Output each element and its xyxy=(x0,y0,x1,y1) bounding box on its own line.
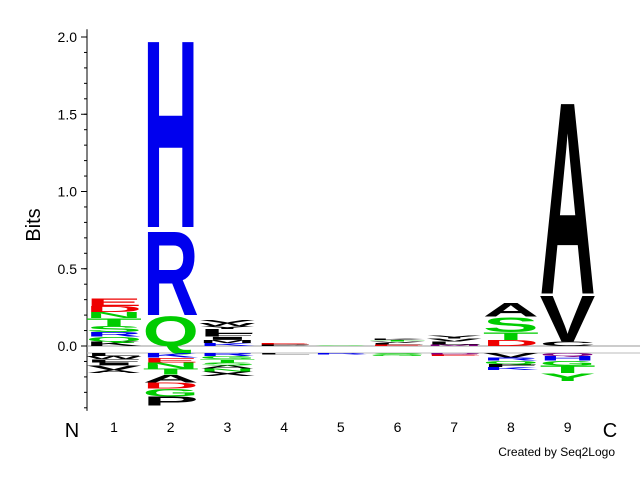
logo-letters: KQRSTNDELWFIVAQRHKENTADGPKMIFLYWVRGTSANX… xyxy=(86,0,596,408)
credit-text: Created by Seq2Logo xyxy=(498,445,615,459)
position-label: 7 xyxy=(450,419,458,435)
logo-letter: A xyxy=(86,369,142,374)
logo-letter: V xyxy=(540,282,596,355)
logo-letter: D xyxy=(143,381,199,391)
logo-letter: L xyxy=(256,353,312,355)
position-label: 9 xyxy=(564,419,572,435)
y-tick-label: 1.0 xyxy=(58,184,78,200)
logo-letter: E xyxy=(256,343,312,345)
position-label: 4 xyxy=(280,419,288,435)
y-axis-label: Bits xyxy=(23,208,45,241)
logo-letter: A xyxy=(199,365,255,370)
position-label: 8 xyxy=(507,419,515,435)
logo-letter: F xyxy=(86,358,142,363)
logo-letter: W xyxy=(86,355,142,360)
logo-letter: V xyxy=(370,341,427,343)
logo-letter: K xyxy=(199,342,255,347)
logo-letter: T xyxy=(143,367,199,376)
logo-letter: N xyxy=(86,311,142,321)
logo-letter: E xyxy=(370,344,426,346)
logo-letter: D xyxy=(426,353,482,355)
y-tick-label: 2.0 xyxy=(58,29,78,45)
logo-letter: S xyxy=(86,324,142,334)
y-tick-label: 1.5 xyxy=(58,106,78,122)
logo-letter: Q xyxy=(86,336,142,343)
logo-letter: C xyxy=(540,340,596,347)
logo-letter: S xyxy=(483,313,539,337)
logo-letter: P xyxy=(256,344,312,346)
logo-letter: K xyxy=(86,340,142,347)
logo-letter: D xyxy=(86,304,142,314)
logo-letter: V xyxy=(426,338,482,343)
axes: 2.0 1.5 1.0 0.5 0.0 1 2 3 4 5 6 7 8 9 xyxy=(58,29,640,435)
logo-letter: R xyxy=(483,357,539,362)
logo-letter: M xyxy=(199,339,255,344)
logo-letter: R xyxy=(313,353,369,355)
logo-letter: L xyxy=(199,328,255,335)
position-label: 5 xyxy=(337,419,345,435)
logo-letter: R xyxy=(199,352,255,357)
logo-letter: A xyxy=(143,373,199,385)
logo-letter: E xyxy=(143,357,199,364)
logo-letter: T xyxy=(199,358,255,363)
logo-letter: T xyxy=(483,330,539,342)
logo-letter: Q xyxy=(483,360,539,365)
logo-letter: K xyxy=(370,338,427,340)
logo-letter: S xyxy=(313,345,369,346)
logo-letter: R xyxy=(86,331,142,338)
logo-letter: T xyxy=(540,364,596,376)
logo-letter: A xyxy=(540,44,596,352)
position-label: 1 xyxy=(110,419,118,435)
logo-letter: F xyxy=(483,363,539,368)
logo-letter: D xyxy=(483,338,539,348)
logo-letter: G xyxy=(370,354,426,356)
logo-letter: S xyxy=(370,353,426,355)
logo-letter: I xyxy=(199,336,255,341)
logo-letter: V xyxy=(199,319,255,324)
logo-letter: W xyxy=(199,322,255,327)
logo-letter: Q xyxy=(540,352,596,357)
logo-letter: K xyxy=(483,366,539,371)
logo-letter: G xyxy=(143,387,199,399)
logo-letter: E xyxy=(86,296,142,308)
logo-letter: T xyxy=(86,316,142,328)
logo-letter: X xyxy=(199,370,255,377)
logo-letter: N xyxy=(199,368,255,373)
logo-letter: G xyxy=(199,355,255,360)
logo-letter: Y xyxy=(426,334,482,339)
logo-letter: S xyxy=(199,362,255,367)
logo-letter: V xyxy=(86,364,142,371)
logo-letter: T xyxy=(370,339,426,341)
logo-letter: Q xyxy=(143,308,199,355)
logo-letter: P xyxy=(143,394,199,408)
logo-letter: L xyxy=(370,343,426,345)
c-terminus-label: C xyxy=(603,420,617,442)
logo-letter: N xyxy=(143,361,199,371)
n-terminus-label: N xyxy=(65,420,79,442)
logo-letter: A xyxy=(483,299,539,320)
logo-letter: Y xyxy=(199,325,255,330)
logo-letter: Y xyxy=(540,371,596,383)
position-label: 3 xyxy=(224,419,232,435)
logo-letter: L xyxy=(426,341,482,346)
logo-letter: V xyxy=(483,352,539,359)
y-tick-label: 0.0 xyxy=(58,338,78,354)
logo-letter: E xyxy=(426,354,482,356)
logo-letter: K xyxy=(143,352,199,359)
logo-letter: F xyxy=(199,333,255,338)
logo-letter: M xyxy=(426,344,482,346)
logo-letter: G xyxy=(540,360,596,367)
position-label: 6 xyxy=(394,419,402,435)
logo-letter: H xyxy=(143,0,199,284)
logo-letter: R xyxy=(143,207,199,341)
logo-letter: L xyxy=(86,352,142,357)
position-label: 2 xyxy=(167,419,175,435)
logo-letter: I xyxy=(86,362,142,367)
y-tick-label: 0.5 xyxy=(58,261,78,277)
logo-letter: H xyxy=(540,355,596,362)
